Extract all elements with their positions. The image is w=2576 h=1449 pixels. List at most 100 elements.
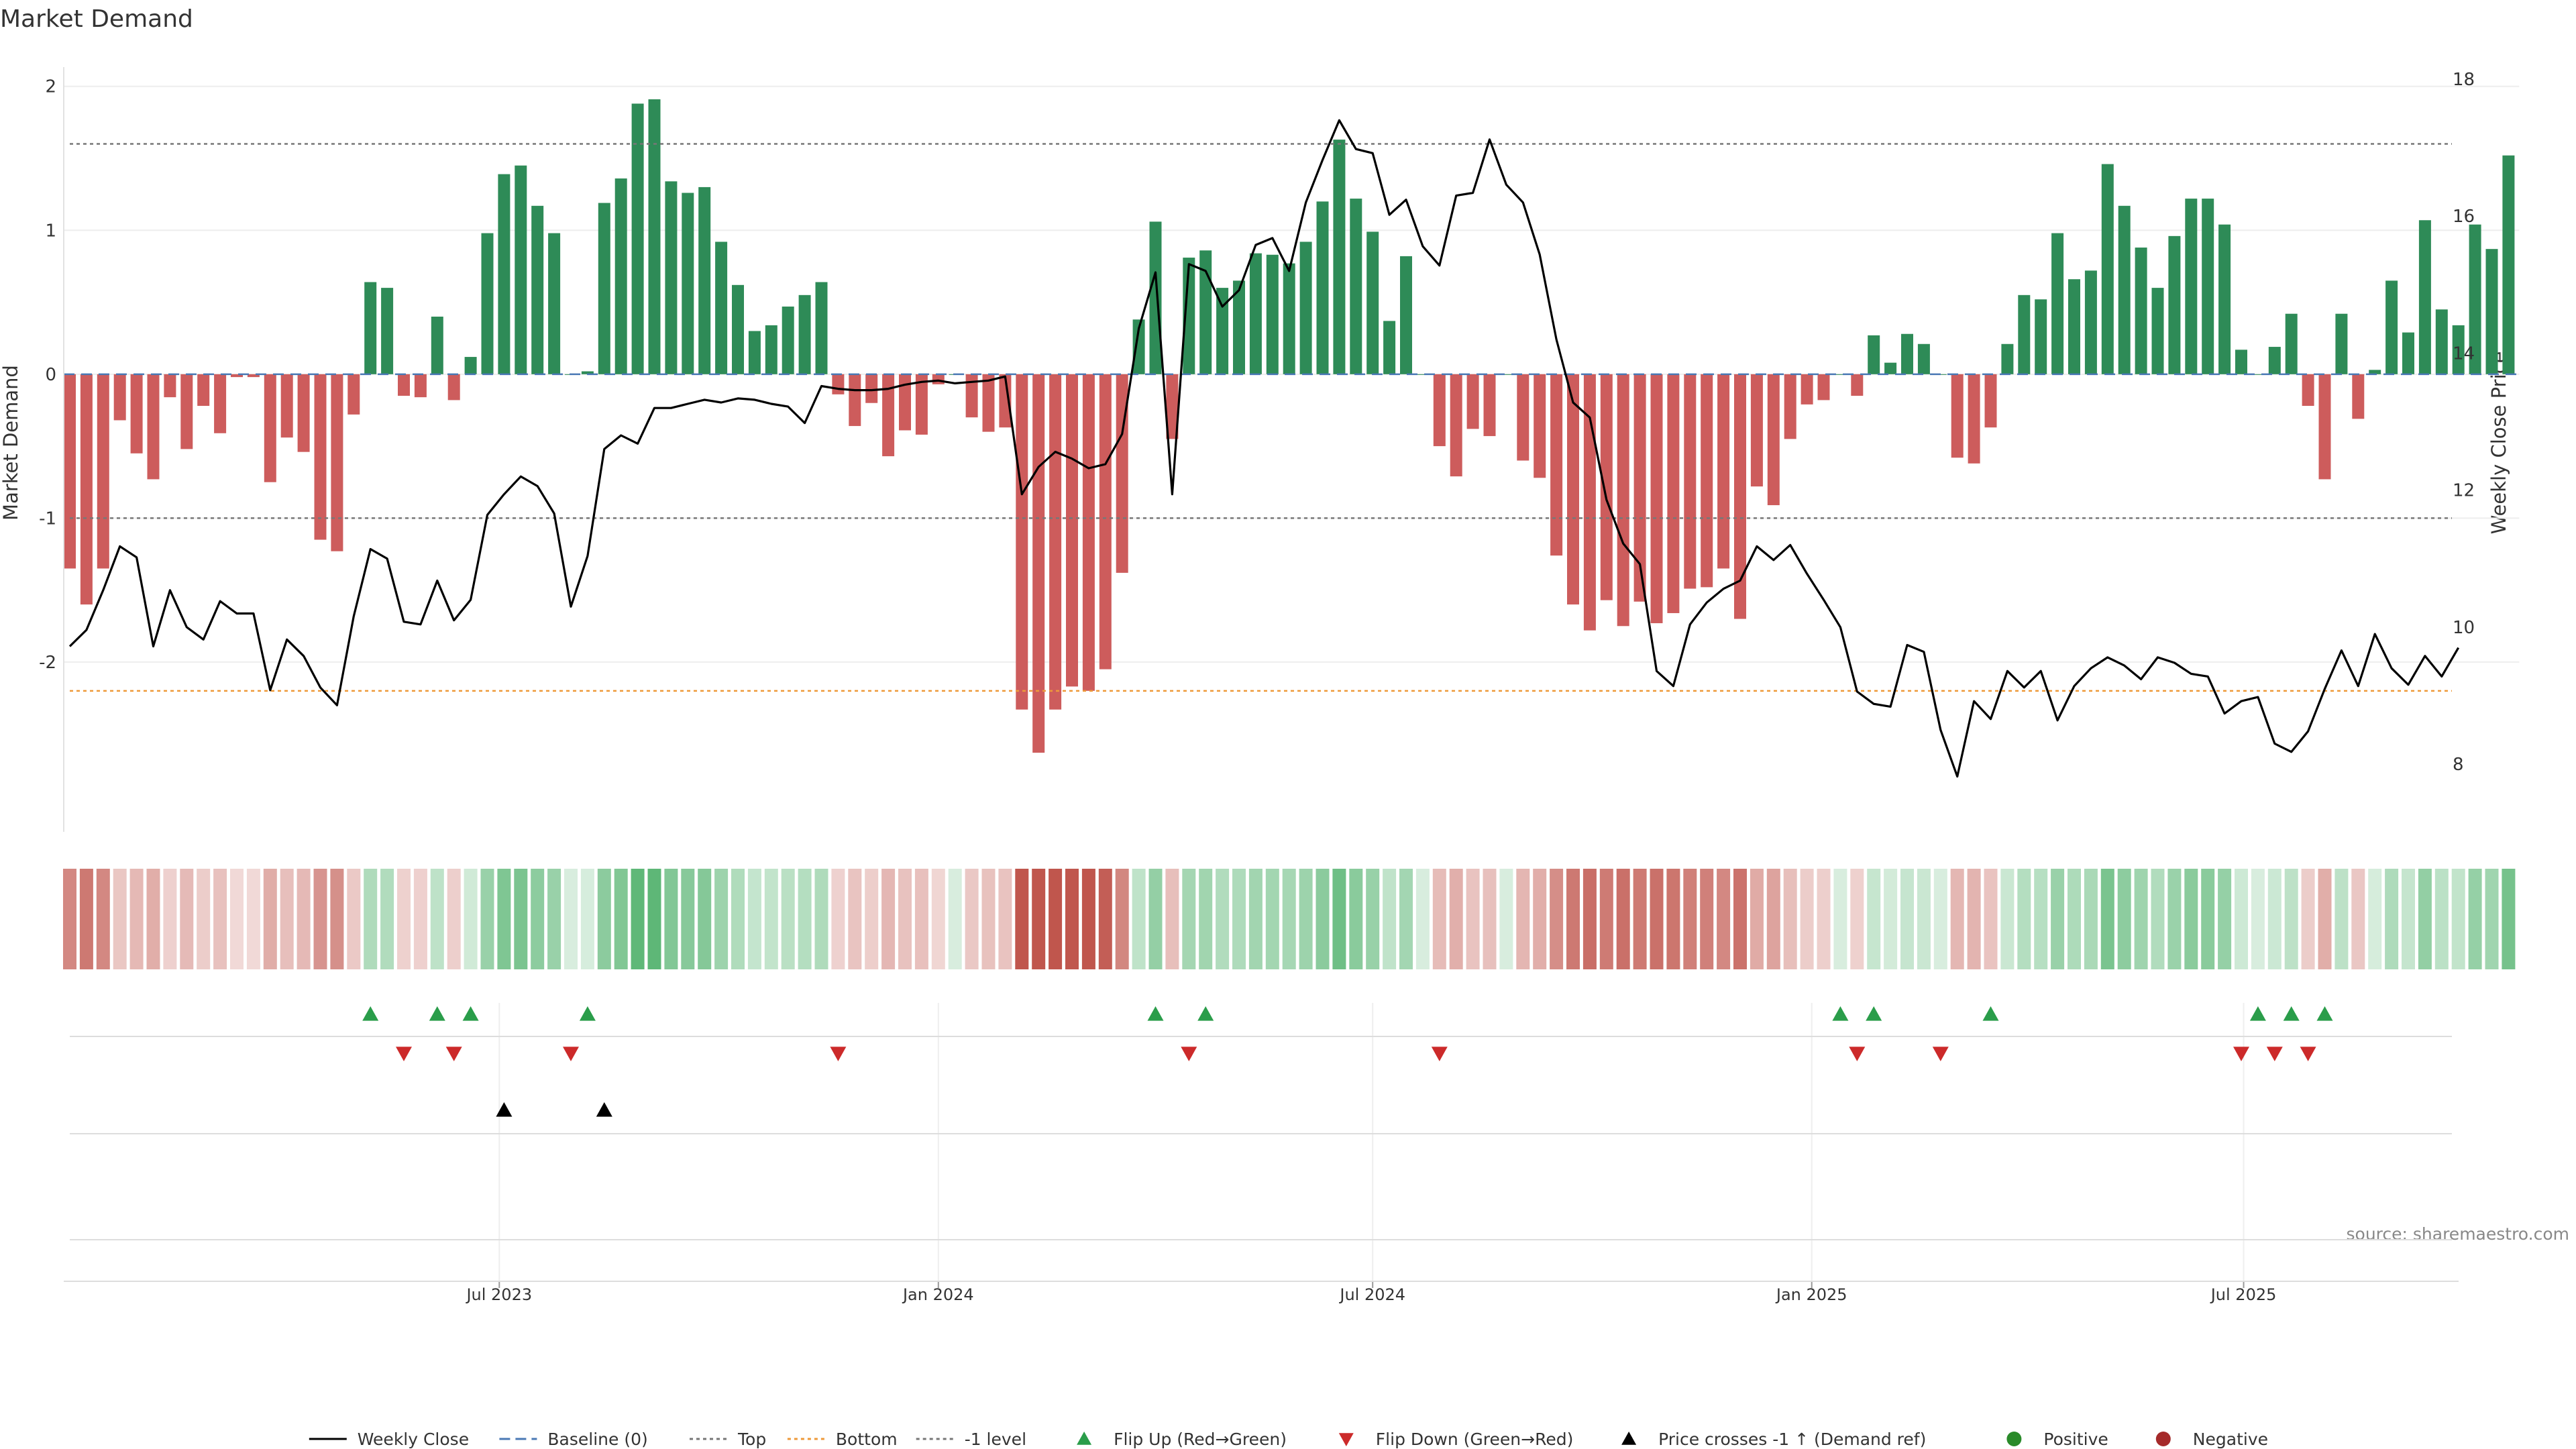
legend-label: Weekly Close (358, 1430, 469, 1449)
demand-bar (2118, 205, 2131, 374)
legend-item: -1 level (916, 1430, 1026, 1449)
demand-bar (1416, 374, 1429, 375)
demand-bar (598, 203, 610, 374)
demand-bar (1951, 374, 1964, 458)
heat-cell (79, 869, 93, 969)
demand-bar (1283, 263, 1295, 374)
heat-cell (998, 869, 1012, 969)
demand-bar (147, 374, 160, 480)
heat-cell (213, 869, 227, 969)
right-tick-label: 10 (2453, 618, 2475, 638)
legend-label: Bottom (836, 1430, 898, 1449)
demand-bar (698, 186, 711, 374)
heat-cell (1383, 869, 1397, 969)
demand-bar (1066, 374, 1078, 687)
demand-bar (932, 374, 945, 384)
demand-bar (2485, 249, 2498, 374)
legend-swatch (1338, 1433, 1354, 1446)
heat-cell (931, 869, 945, 969)
demand-bar (2168, 235, 2181, 374)
heat-cell (1984, 869, 1998, 969)
heat-cell (965, 869, 979, 969)
heat-cell (163, 869, 177, 969)
heat-cell (747, 869, 761, 969)
signal-markers (362, 1006, 2333, 1117)
heat-cell (2100, 869, 2114, 969)
heat-cell (347, 869, 361, 969)
heat-cell (2368, 869, 2382, 969)
heat-cell (1800, 869, 1814, 969)
demand-bar (2402, 332, 2414, 374)
heat-cell (1650, 869, 1664, 969)
heat-cell (1783, 869, 1797, 969)
demand-bar (1901, 333, 1913, 374)
legend-swatch (1621, 1432, 1637, 1445)
flip-up-marker (2316, 1006, 2333, 1021)
heat-cell (631, 869, 645, 969)
flip-down-marker (2266, 1046, 2283, 1061)
heat-cell (447, 869, 461, 969)
heat-cell (1533, 869, 1547, 969)
demand-bar (1701, 374, 1713, 588)
heat-cell (597, 869, 611, 969)
demand-bar (1517, 374, 1529, 461)
heat-cell (497, 869, 511, 969)
legend-label: Flip Down (Green→Red) (1376, 1430, 1574, 1449)
demand-bar (2302, 374, 2314, 407)
demand-bar (80, 374, 93, 605)
x-tick-label: Jan 2024 (902, 1285, 974, 1304)
heat-cell (1399, 869, 1413, 969)
heat-cell (1616, 869, 1630, 969)
right-tick-label: 8 (2453, 755, 2464, 775)
demand-bar (1884, 362, 1897, 374)
demand-bar (1717, 374, 1730, 569)
demand-bar (581, 371, 594, 374)
heat-cell (981, 869, 996, 969)
demand-bar (1199, 250, 1212, 374)
demand-bar (2352, 374, 2365, 419)
demand-bar (815, 282, 828, 374)
demand-bar (2001, 343, 2014, 374)
demand-bar (765, 325, 777, 374)
heat-cell (2267, 869, 2282, 969)
left-tick-label: -1 (39, 508, 56, 529)
legend-item: Flip Down (Green→Red) (1338, 1430, 1574, 1449)
demand-bar (1650, 374, 1663, 623)
legend-item: Positive (2006, 1430, 2108, 1449)
demand-bar (1433, 374, 1446, 447)
flip-down-marker (2300, 1046, 2316, 1061)
demand-bar (1316, 201, 1329, 374)
demand-bar (1116, 374, 1128, 573)
demand-bar (398, 374, 410, 396)
demand-bar (1466, 374, 1479, 429)
heat-cell (1248, 869, 1263, 969)
legend: Weekly Close Baseline (0) Top Bottom -1 leve… (309, 1430, 2268, 1449)
demand-bar (197, 374, 210, 407)
flip-up-marker (1866, 1006, 1882, 1021)
demand-bar (1500, 374, 1513, 375)
x-tick-label: Jul 2025 (2210, 1285, 2277, 1304)
heat-cell (714, 869, 729, 969)
left-tick-label: 2 (45, 77, 56, 97)
heat-cell (2034, 869, 2048, 969)
demand-bar (665, 181, 678, 374)
demand-bar (214, 374, 227, 433)
demand-bar (1767, 374, 1780, 506)
demand-bar (515, 165, 527, 374)
heat-cell (531, 869, 545, 969)
demand-bar (113, 374, 126, 421)
right-tick-label: 16 (2453, 207, 2475, 227)
demand-bar (732, 284, 744, 374)
flip-up-marker (362, 1006, 379, 1021)
demand-bar (431, 317, 443, 374)
demand-bar (1266, 254, 1279, 374)
heat-cell (1081, 869, 1095, 969)
demand-bar (1132, 319, 1145, 374)
demand-bar (447, 374, 460, 400)
heat-cell (914, 869, 928, 969)
demand-bar (1183, 258, 1195, 374)
heat-cell (1850, 869, 1864, 969)
demand-bar (2084, 270, 2097, 374)
heat-cell (1900, 869, 1914, 969)
